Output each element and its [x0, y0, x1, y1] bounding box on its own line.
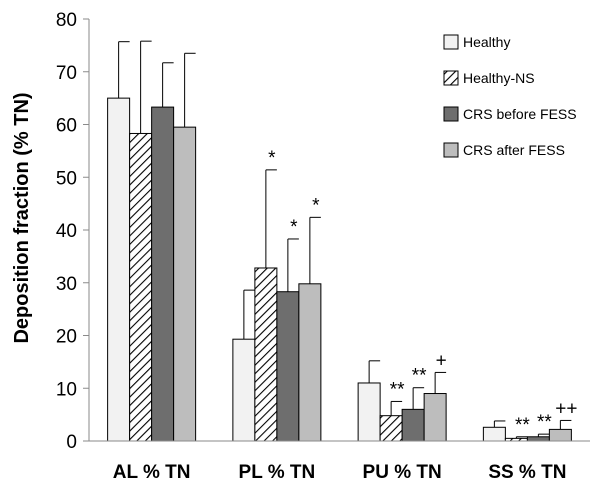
legend-swatch: [443, 142, 459, 158]
x-tick-label: PU % TN: [363, 462, 442, 483]
significance-marker: *: [268, 148, 276, 169]
significance-marker: **: [390, 379, 405, 400]
y-tick-label: 0: [66, 432, 77, 453]
legend-label: Healthy: [463, 34, 510, 50]
legend-label: CRS after FESS: [463, 142, 565, 158]
bar: [173, 126, 197, 442]
bar: [232, 338, 256, 442]
legend-swatch: [443, 70, 459, 86]
y-tick-label: 40: [56, 221, 77, 242]
bars: *******+** **++: [107, 40, 577, 442]
significance-marker: *: [312, 195, 320, 216]
x-tick-label: SS % TN: [488, 462, 566, 483]
bar: [482, 426, 506, 442]
legend-swatch: [443, 34, 459, 50]
bar: [298, 283, 322, 442]
significance-marker: **: [412, 366, 427, 387]
bar: [548, 428, 572, 442]
significance-marker: *: [290, 217, 298, 238]
y-tick-label: 60: [56, 116, 77, 137]
significance-marker: ++: [555, 398, 577, 419]
bar: [401, 408, 425, 442]
y-tick-label: 50: [56, 168, 77, 189]
y-tick-label: 10: [56, 379, 77, 400]
x-axis: AL % TN PL % TN PU % TN SS % TN: [89, 440, 590, 483]
bar: [129, 132, 153, 442]
legend-swatch: [443, 106, 459, 122]
bar: [276, 291, 300, 442]
significance-marker: **: [537, 412, 552, 433]
bar: [254, 267, 278, 442]
legend-label: Healthy-NS: [463, 70, 535, 86]
significance-marker: +: [436, 350, 447, 371]
bar: [151, 106, 175, 442]
y-axis: 0 10 20 30 40 50 60 70 80: [56, 10, 90, 453]
bar: [107, 97, 131, 442]
y-tick-label: 70: [56, 63, 77, 84]
y-tick-label: 30: [56, 274, 77, 295]
x-tick-label: AL % TN: [113, 462, 191, 483]
legend: Healthy Healthy-NS CRS before FESS CRS afte…: [443, 34, 577, 158]
bar: [526, 436, 550, 442]
bar: [379, 415, 403, 442]
significance-marker: **: [515, 415, 530, 436]
bar: [423, 393, 447, 442]
y-tick-label: 20: [56, 327, 77, 348]
legend-label: CRS before FESS: [463, 106, 577, 122]
x-tick-label: PL % TN: [239, 462, 316, 483]
y-axis-title: Deposition fraction (% TN): [11, 92, 33, 343]
bar: [357, 382, 381, 442]
y-tick-label: 80: [56, 10, 77, 31]
